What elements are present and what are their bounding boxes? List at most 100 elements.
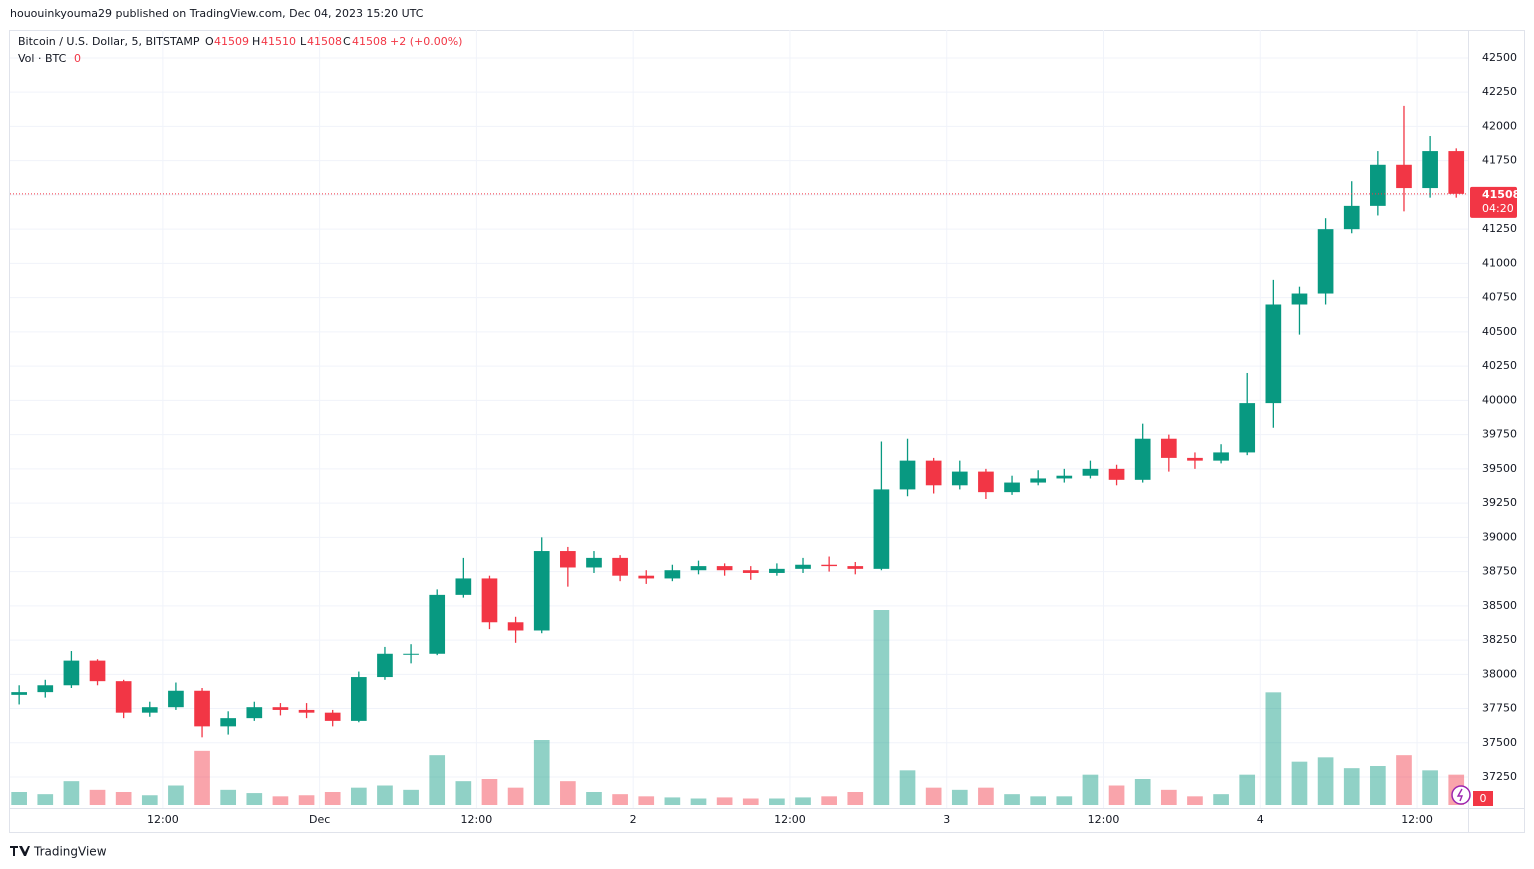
- candle-body: [612, 557, 628, 576]
- volume-bar: [899, 770, 916, 805]
- candle-body: [1239, 403, 1256, 453]
- candle-body: [1160, 438, 1177, 458]
- candle-body: [455, 578, 472, 595]
- volume-axis-box: [1473, 791, 1493, 806]
- candle-body: [350, 677, 367, 721]
- legend-label: C: [343, 35, 351, 48]
- candle-body: [690, 566, 707, 571]
- volume-layer: [11, 610, 1465, 805]
- candle-body: [11, 692, 27, 695]
- candle-body: [63, 660, 80, 686]
- candle-body: [1187, 457, 1203, 461]
- volume-bar: [1422, 770, 1438, 805]
- last-price-box: [1470, 186, 1517, 218]
- x-tick-label: 12:00: [1401, 813, 1433, 826]
- x-tick-label: 2: [630, 813, 637, 826]
- candle-body: [873, 489, 890, 569]
- candle-body: [220, 718, 237, 727]
- volume-bar: [1082, 774, 1099, 805]
- volume-bar: [612, 794, 628, 805]
- y-tick-label: 40500: [1482, 325, 1517, 338]
- volume-bar: [1343, 768, 1360, 805]
- x-tick-label: 12:00: [774, 813, 806, 826]
- candle-body: [560, 551, 576, 568]
- y-tick-label: 41750: [1482, 154, 1517, 167]
- candle-body: [664, 570, 681, 579]
- volume-bar: [821, 796, 837, 805]
- volume-bar: [560, 781, 576, 805]
- volume-bar: [89, 789, 106, 805]
- volume-bar: [1004, 794, 1020, 805]
- candle-body: [899, 460, 916, 490]
- volume-bar: [37, 794, 54, 805]
- volume-bar: [1160, 789, 1177, 805]
- candle-body: [978, 471, 994, 493]
- volume-axis-label: 0: [1480, 792, 1487, 805]
- candle-body: [507, 622, 524, 631]
- volume-bar: [533, 740, 550, 805]
- watermark: TradingView: [33, 845, 107, 859]
- candle-body: [638, 575, 655, 579]
- legend-change: +2 (+0.00%): [390, 35, 462, 48]
- y-tick-label: 40000: [1482, 393, 1517, 406]
- candle-body: [403, 653, 419, 655]
- chart-frame: [9, 30, 1525, 833]
- volume-bar: [507, 787, 524, 805]
- volume-bar: [168, 785, 184, 805]
- legend-label: L: [300, 35, 307, 48]
- candle-body: [194, 690, 210, 727]
- volume-legend-value: 0: [74, 52, 81, 65]
- candle-body: [769, 568, 785, 573]
- volume-bar: [272, 796, 289, 805]
- volume-bar: [1265, 692, 1282, 805]
- y-tick-label: 42500: [1482, 51, 1517, 64]
- volume-bar: [795, 797, 811, 805]
- candle-body: [716, 566, 733, 571]
- candle-body: [246, 707, 263, 719]
- candle-layer: [10, 105, 1468, 738]
- candle-body: [1108, 468, 1125, 480]
- candle-body: [1448, 151, 1465, 194]
- volume-bar: [377, 785, 393, 805]
- candle-body: [1056, 475, 1073, 479]
- candle-body: [481, 578, 498, 623]
- candle-body: [586, 557, 602, 568]
- candle-body: [1004, 482, 1020, 493]
- candle-body: [795, 564, 811, 569]
- volume-bar: [246, 793, 263, 805]
- y-tick-label: 37750: [1482, 702, 1517, 715]
- candle-body: [1213, 452, 1229, 461]
- volume-bar: [1396, 755, 1412, 805]
- candle-body: [1422, 151, 1438, 189]
- alert-icon[interactable]: [1451, 785, 1471, 805]
- volume-bar: [481, 779, 498, 805]
- volume-bar: [1239, 774, 1256, 805]
- candle-body: [1343, 205, 1360, 230]
- chart-title: Bitcoin / U.S. Dollar, 5, BITSTAMP: [18, 35, 200, 48]
- candle-body: [1030, 478, 1047, 483]
- candle-body: [951, 471, 968, 486]
- candle-body: [821, 564, 837, 567]
- legend-value: 41509: [214, 35, 249, 48]
- y-tick-label: 41250: [1482, 222, 1517, 235]
- volume-bar: [429, 755, 446, 805]
- volume-bar: [1291, 761, 1308, 805]
- y-tick-label: 39750: [1482, 428, 1517, 441]
- candle-body: [1317, 229, 1334, 294]
- volume-bar: [1134, 779, 1151, 805]
- x-tick-label: 12:00: [461, 813, 493, 826]
- volume-bar: [873, 610, 890, 805]
- legend-label: H: [252, 35, 260, 48]
- candle-body: [298, 709, 315, 713]
- volume-bar: [769, 798, 785, 805]
- volume-bar: [1370, 766, 1386, 805]
- y-tick-label: 41000: [1482, 256, 1517, 269]
- y-tick-label: 42250: [1482, 85, 1517, 98]
- volume-bar: [664, 797, 681, 805]
- candle-body: [1370, 164, 1386, 206]
- candle-body: [1291, 293, 1308, 305]
- candle-body: [925, 460, 942, 486]
- x-tick-label: 12:00: [147, 813, 179, 826]
- volume-bar: [324, 792, 341, 805]
- y-tick-label: 39000: [1482, 530, 1517, 543]
